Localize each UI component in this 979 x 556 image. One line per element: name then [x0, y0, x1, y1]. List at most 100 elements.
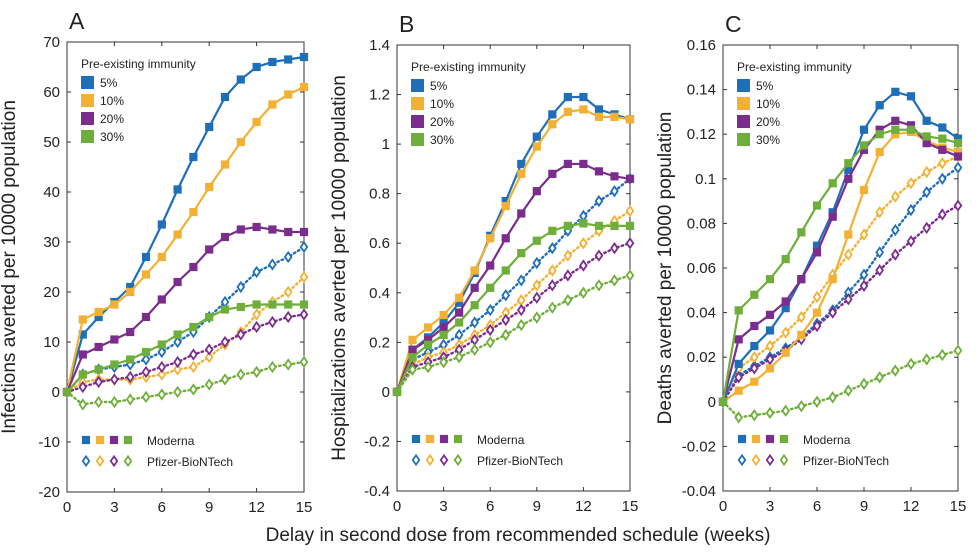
- data-point: [157, 360, 167, 374]
- data-point: [594, 105, 604, 114]
- data-point: [486, 283, 495, 292]
- data-point: [812, 201, 822, 210]
- legend-marker: [439, 434, 449, 444]
- series-moderna-30pct: [718, 125, 963, 406]
- y-tick-label: 20: [43, 284, 60, 301]
- data-point: [141, 365, 151, 379]
- data-point: [625, 174, 635, 183]
- data-point: [781, 348, 790, 357]
- series-moderna-10pct: [392, 105, 635, 396]
- data-point: [220, 373, 230, 386]
- data-point: [532, 187, 541, 196]
- series-line: [721, 166, 960, 403]
- series-pfizer-20pct: [718, 199, 963, 408]
- legend-marker: [411, 453, 421, 467]
- data-point: [516, 274, 526, 287]
- series-line: [65, 303, 306, 394]
- y-tick-label: 10: [43, 334, 60, 351]
- y-tick-label: 1.4: [369, 37, 390, 54]
- data-point: [189, 262, 198, 272]
- data-point: [859, 377, 869, 391]
- data-point: [485, 336, 495, 349]
- data-point: [470, 301, 479, 310]
- series-pfizer-20pct: [62, 308, 309, 399]
- data-point: [563, 249, 573, 262]
- data-point: [125, 370, 135, 384]
- vaccine-legend: Moderna Pfizer-BioNTech: [81, 434, 233, 469]
- data-point: [594, 167, 604, 176]
- legend-label: Moderna: [803, 433, 851, 447]
- data-point: [750, 351, 759, 364]
- data-point: [765, 275, 775, 284]
- x-tick-label: 9: [205, 499, 213, 516]
- data-point: [938, 172, 947, 185]
- data-point: [922, 186, 931, 199]
- data-point: [110, 300, 119, 309]
- data-point: [625, 237, 635, 250]
- data-point: [439, 330, 448, 339]
- data-point: [922, 221, 931, 235]
- data-point: [610, 221, 619, 230]
- series-line: [721, 90, 960, 403]
- legend-label: 30%: [100, 130, 124, 144]
- data-point: [283, 285, 293, 299]
- data-point: [532, 132, 541, 141]
- data-point: [953, 344, 963, 357]
- data-point: [141, 353, 151, 366]
- data-point: [94, 375, 103, 389]
- data-point: [891, 116, 900, 125]
- data-point: [734, 386, 743, 395]
- data-point: [532, 311, 542, 324]
- data-point: [205, 245, 214, 254]
- data-point: [236, 302, 245, 312]
- plot-frame: [396, 44, 631, 492]
- legend-swatch: [411, 97, 424, 110]
- data-point: [501, 313, 511, 327]
- data-point: [953, 199, 963, 212]
- data-point: [938, 145, 947, 154]
- legend-label: 5%: [430, 79, 448, 93]
- data-point: [284, 300, 293, 309]
- data-point: [579, 259, 588, 272]
- legend-marker: [779, 434, 789, 444]
- data-point: [299, 270, 309, 284]
- legend-marker: [439, 453, 449, 467]
- data-point: [299, 82, 309, 92]
- legend-marker: [81, 435, 91, 445]
- legend-swatch: [737, 133, 750, 146]
- data-point: [532, 256, 542, 270]
- data-point: [922, 353, 931, 366]
- data-point: [594, 221, 604, 230]
- data-point: [517, 159, 526, 169]
- data-point: [126, 287, 135, 297]
- y-tick-label: -20: [38, 484, 60, 501]
- series-pfizer-30pct: [62, 355, 309, 411]
- legend-marker: [95, 435, 105, 445]
- legend-label: 10%: [756, 97, 780, 111]
- series-line: [65, 85, 306, 394]
- x-tick-label: 15: [296, 499, 313, 516]
- data-point: [126, 355, 135, 364]
- series-line: [395, 209, 632, 394]
- data-point: [455, 293, 464, 302]
- legend-marker: [737, 453, 747, 467]
- legend-marker: [95, 454, 105, 468]
- legend-swatch: [737, 115, 750, 128]
- data-point: [844, 384, 853, 397]
- data-point: [844, 230, 853, 239]
- data-point: [938, 157, 947, 170]
- data-point: [486, 261, 495, 270]
- data-point: [875, 147, 884, 157]
- data-point: [268, 225, 277, 234]
- y-tick-label: 0.8: [369, 186, 390, 203]
- data-point: [625, 269, 635, 282]
- legend-label: 5%: [756, 79, 774, 93]
- data-point: [516, 303, 526, 317]
- data-point: [220, 92, 230, 102]
- legend-label: 10%: [430, 97, 454, 111]
- data-point: [938, 134, 947, 143]
- legend-swatch: [411, 79, 424, 92]
- data-point: [625, 221, 635, 230]
- data-point: [579, 92, 588, 102]
- data-point: [299, 240, 309, 254]
